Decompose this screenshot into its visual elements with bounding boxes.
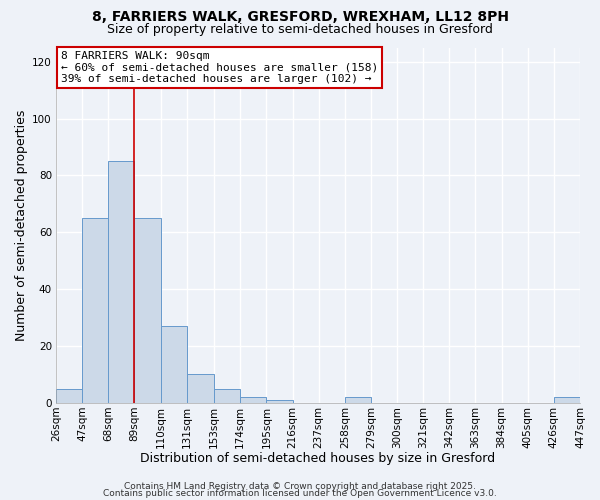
Bar (214, 388, 240, 403)
Text: Contains HM Land Registry data © Crown copyright and database right 2025.: Contains HM Land Registry data © Crown c… (124, 482, 476, 491)
Bar (82, 218, 109, 403)
Text: 8 FARRIERS WALK: 90sqm
← 60% of semi-detached houses are smaller (158)
39% of se: 8 FARRIERS WALK: 90sqm ← 60% of semi-det… (61, 51, 379, 84)
Bar (266, 400, 293, 403)
Bar (187, 374, 214, 403)
Bar (345, 397, 371, 403)
Bar (56, 388, 82, 403)
Text: Contains public sector information licensed under the Open Government Licence v3: Contains public sector information licen… (103, 489, 497, 498)
Text: 8, FARRIERS WALK, GRESFORD, WREXHAM, LL12 8PH: 8, FARRIERS WALK, GRESFORD, WREXHAM, LL1… (91, 10, 509, 24)
Y-axis label: Number of semi-detached properties: Number of semi-detached properties (15, 110, 28, 341)
Bar (554, 397, 580, 403)
Bar (161, 326, 187, 403)
Bar (240, 397, 266, 403)
Bar (109, 161, 134, 403)
X-axis label: Distribution of semi-detached houses by size in Gresford: Distribution of semi-detached houses by … (140, 452, 496, 465)
Bar (134, 218, 161, 403)
Text: Size of property relative to semi-detached houses in Gresford: Size of property relative to semi-detach… (107, 22, 493, 36)
